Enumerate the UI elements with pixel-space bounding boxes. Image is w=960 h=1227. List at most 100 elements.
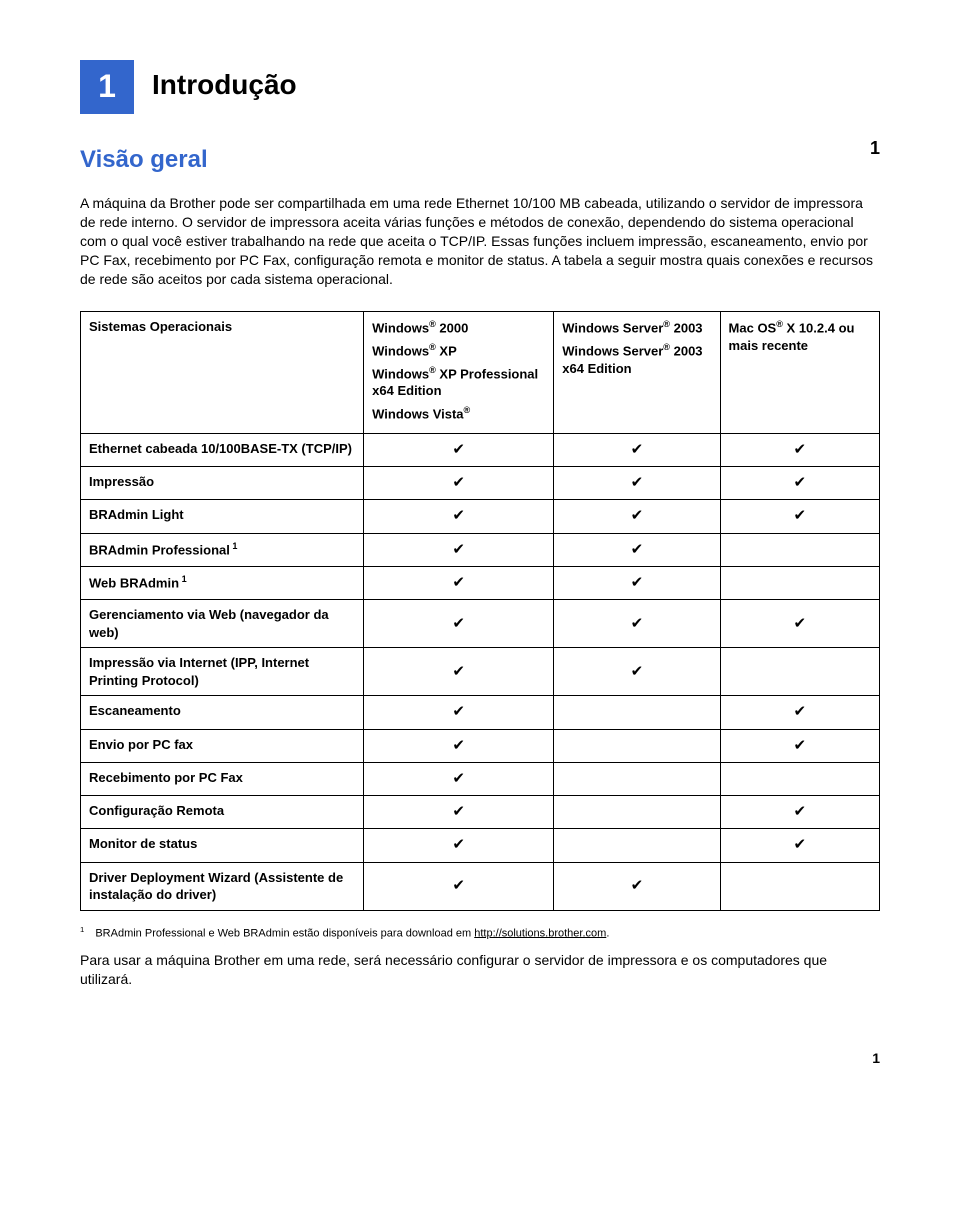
support-cell: [720, 533, 879, 566]
table-header-os: Sistemas Operacionais: [81, 311, 364, 433]
check-icon: ✔: [452, 703, 465, 720]
feature-label: BRAdmin Light: [81, 500, 364, 533]
table-row: Envio por PC fax ✔ ✔: [81, 729, 880, 762]
table-header-windows: Windows® 2000Windows® XPWindows® XP Prof…: [364, 311, 554, 433]
support-cell: ✔: [554, 600, 720, 648]
check-icon: ✔: [452, 574, 465, 591]
check-icon: ✔: [631, 615, 644, 632]
support-cell: ✔: [720, 829, 879, 862]
feature-label: Web BRAdmin 1: [81, 566, 364, 599]
support-cell: ✔: [554, 648, 720, 696]
support-cell: ✔: [364, 862, 554, 910]
check-icon: ✔: [631, 663, 644, 680]
chapter-number-badge: 1: [80, 60, 134, 114]
support-cell: [554, 762, 720, 795]
support-cell: [554, 796, 720, 829]
support-cell: [554, 696, 720, 729]
feature-label: Recebimento por PC Fax: [81, 762, 364, 795]
chapter-header: 1 Introdução: [80, 60, 880, 114]
support-cell: [554, 729, 720, 762]
check-icon: ✔: [631, 474, 644, 491]
table-row: Recebimento por PC Fax ✔: [81, 762, 880, 795]
footnote-prefix: BRAdmin Professional e Web BRAdmin estão…: [95, 927, 474, 939]
table-header-macos: Mac OS® X 10.2.4 ou mais recente: [720, 311, 879, 433]
feature-label: Driver Deployment Wizard (Assistente de …: [81, 862, 364, 910]
support-cell: ✔: [720, 729, 879, 762]
support-cell: ✔: [364, 796, 554, 829]
support-cell: [554, 829, 720, 862]
support-cell: ✔: [720, 696, 879, 729]
feature-label: Impressão via Internet (IPP, Internet Pr…: [81, 648, 364, 696]
table-row: Impressão via Internet (IPP, Internet Pr…: [81, 648, 880, 696]
table-row: BRAdmin Professional 1✔✔: [81, 533, 880, 566]
page-marker-top: 1: [870, 136, 880, 160]
support-cell: ✔: [554, 533, 720, 566]
check-icon: ✔: [793, 507, 806, 524]
support-cell: ✔: [364, 433, 554, 466]
check-icon: ✔: [631, 507, 644, 524]
check-icon: ✔: [631, 441, 644, 458]
footnote: 1 BRAdmin Professional e Web BRAdmin est…: [80, 925, 880, 942]
check-icon: ✔: [793, 615, 806, 632]
support-cell: [720, 862, 879, 910]
support-cell: ✔: [554, 566, 720, 599]
check-icon: ✔: [452, 836, 465, 853]
check-icon: ✔: [631, 574, 644, 591]
table-row: Impressão ✔ ✔ ✔: [81, 467, 880, 500]
footnote-suffix: .: [606, 927, 609, 939]
check-icon: ✔: [452, 737, 465, 754]
support-cell: ✔: [554, 862, 720, 910]
support-cell: ✔: [364, 533, 554, 566]
table-row: Configuração Remota✔✔: [81, 796, 880, 829]
support-cell: ✔: [554, 467, 720, 500]
support-cell: ✔: [364, 500, 554, 533]
check-icon: ✔: [793, 803, 806, 820]
intro-paragraph: A máquina da Brother pode ser compartilh…: [80, 194, 880, 288]
check-icon: ✔: [793, 737, 806, 754]
section-heading: Visão geral: [80, 144, 880, 176]
support-cell: ✔: [364, 566, 554, 599]
support-cell: ✔: [364, 600, 554, 648]
support-cell: ✔: [364, 648, 554, 696]
check-icon: ✔: [452, 474, 465, 491]
closing-paragraph: Para usar a máquina Brother em uma rede,…: [80, 951, 880, 989]
feature-label: Gerenciamento via Web (navegador da web): [81, 600, 364, 648]
check-icon: ✔: [452, 615, 465, 632]
support-cell: ✔: [364, 696, 554, 729]
support-cell: ✔: [720, 796, 879, 829]
support-cell: ✔: [554, 500, 720, 533]
compatibility-table: Sistemas Operacionais Windows® 2000Windo…: [80, 311, 880, 911]
check-icon: ✔: [793, 474, 806, 491]
support-cell: ✔: [720, 467, 879, 500]
check-icon: ✔: [452, 770, 465, 787]
table-row: Monitor de status ✔ ✔: [81, 829, 880, 862]
support-cell: ✔: [364, 467, 554, 500]
support-cell: ✔: [554, 433, 720, 466]
footnote-link[interactable]: http://solutions.brother.com: [474, 927, 606, 939]
table-row: Driver Deployment Wizard (Assistente de …: [81, 862, 880, 910]
check-icon: ✔: [452, 541, 465, 558]
check-icon: ✔: [452, 877, 465, 894]
page-number-bottom: 1: [80, 1049, 880, 1068]
feature-label: Escaneamento: [81, 696, 364, 729]
support-cell: ✔: [720, 600, 879, 648]
check-icon: ✔: [452, 441, 465, 458]
table-row: Web BRAdmin 1 ✔ ✔: [81, 566, 880, 599]
chapter-title: Introdução: [152, 60, 297, 104]
check-icon: ✔: [452, 663, 465, 680]
support-cell: [720, 762, 879, 795]
check-icon: ✔: [793, 836, 806, 853]
support-cell: ✔: [364, 762, 554, 795]
feature-label: Impressão: [81, 467, 364, 500]
feature-label: Envio por PC fax: [81, 729, 364, 762]
support-cell: ✔: [364, 829, 554, 862]
check-icon: ✔: [631, 541, 644, 558]
footnote-num: 1: [80, 925, 84, 934]
feature-label: Ethernet cabeada 10/100BASE-TX (TCP/IP): [81, 433, 364, 466]
table-header-winserver: Windows Server® 2003Windows Server® 2003…: [554, 311, 720, 433]
table-row: BRAdmin Light✔✔✔: [81, 500, 880, 533]
support-cell: ✔: [364, 729, 554, 762]
check-icon: ✔: [452, 803, 465, 820]
feature-label: Monitor de status: [81, 829, 364, 862]
support-cell: ✔: [720, 433, 879, 466]
